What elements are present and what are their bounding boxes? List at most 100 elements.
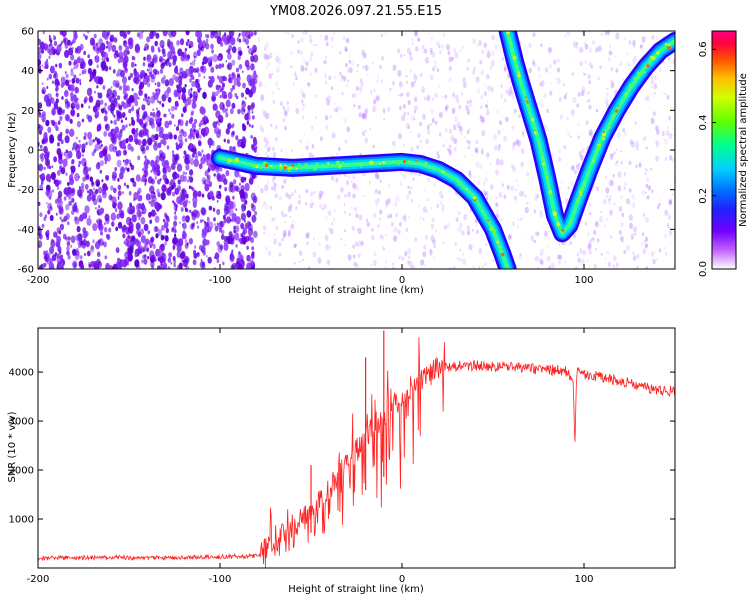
noise-speckle bbox=[104, 102, 107, 107]
noise-speckle bbox=[128, 123, 131, 127]
faint-speckle bbox=[475, 76, 480, 83]
faint-speckle bbox=[324, 215, 328, 220]
faint-speckle bbox=[497, 143, 501, 149]
main-trace-hotspot bbox=[397, 163, 400, 166]
faint-speckle bbox=[623, 172, 626, 177]
faint-speckle bbox=[513, 195, 517, 201]
noise-speckle bbox=[224, 94, 228, 99]
noise-speckle bbox=[71, 147, 74, 151]
noise-speckle bbox=[153, 56, 158, 64]
main-trace-hotspot bbox=[304, 163, 309, 167]
faint-speckle bbox=[413, 110, 417, 114]
faint-speckle bbox=[419, 121, 422, 127]
faint-speckle bbox=[585, 120, 589, 125]
faint-speckle bbox=[411, 265, 415, 269]
faint-speckle bbox=[306, 241, 309, 246]
noise-speckle bbox=[79, 217, 82, 222]
noise-speckle bbox=[197, 87, 201, 93]
faint-speckle bbox=[503, 66, 507, 72]
v-trace-hotspot bbox=[593, 157, 596, 160]
faint-speckle bbox=[622, 240, 624, 244]
faint-speckle bbox=[652, 111, 656, 117]
faint-speckle bbox=[472, 228, 474, 232]
noise-speckle bbox=[225, 128, 230, 135]
faint-speckle bbox=[646, 169, 649, 173]
faint-speckle bbox=[600, 252, 603, 256]
faint-speckle bbox=[460, 258, 462, 262]
noise-speckle bbox=[123, 33, 126, 38]
noise-speckle bbox=[144, 128, 149, 136]
faint-speckle bbox=[620, 195, 623, 199]
faint-speckle bbox=[383, 117, 386, 121]
noise-speckle bbox=[160, 139, 164, 145]
faint-speckle bbox=[457, 219, 459, 222]
faint-speckle bbox=[450, 134, 455, 142]
faint-speckle bbox=[281, 237, 284, 242]
faint-speckle bbox=[325, 124, 329, 130]
faint-speckle bbox=[475, 148, 479, 154]
faint-speckle bbox=[275, 260, 277, 263]
noise-speckle bbox=[189, 62, 192, 66]
noise-speckle bbox=[155, 69, 158, 73]
faint-speckle bbox=[264, 184, 269, 191]
faint-speckle bbox=[519, 252, 522, 257]
noise-speckle bbox=[122, 40, 128, 47]
noise-speckle bbox=[176, 84, 180, 89]
noise-speckle bbox=[122, 76, 127, 85]
faint-speckle bbox=[339, 107, 342, 111]
noise-speckle bbox=[157, 142, 162, 149]
faint-speckle bbox=[339, 173, 342, 178]
faint-speckle bbox=[420, 72, 423, 78]
faint-speckle bbox=[410, 199, 414, 203]
main-trace-hotspot bbox=[424, 161, 428, 165]
noise-speckle bbox=[131, 107, 134, 112]
faint-speckle bbox=[289, 203, 293, 209]
faint-speckle bbox=[355, 241, 359, 247]
faint-speckle bbox=[575, 266, 578, 269]
noise-speckle bbox=[72, 94, 77, 101]
faint-speckle bbox=[476, 229, 479, 234]
faint-speckle bbox=[644, 243, 649, 249]
noise-speckle bbox=[42, 262, 46, 268]
noise-speckle bbox=[43, 43, 49, 51]
faint-speckle bbox=[352, 244, 355, 249]
noise-speckle bbox=[230, 37, 236, 46]
noise-speckle bbox=[141, 31, 144, 34]
noise-speckle bbox=[216, 120, 219, 125]
faint-speckle bbox=[613, 151, 616, 156]
faint-speckle bbox=[264, 114, 268, 119]
faint-speckle bbox=[588, 61, 592, 67]
faint-speckle bbox=[459, 49, 462, 53]
faint-speckle bbox=[403, 214, 407, 220]
faint-speckle bbox=[484, 176, 488, 182]
noise-speckle bbox=[200, 66, 204, 70]
v-trace-hotspot bbox=[642, 70, 646, 74]
noise-speckle bbox=[49, 136, 55, 144]
noise-speckle bbox=[59, 43, 61, 47]
v-trace-hotspot bbox=[637, 71, 642, 76]
faint-speckle bbox=[419, 216, 422, 220]
faint-speckle bbox=[566, 116, 570, 122]
noise-speckle bbox=[230, 72, 236, 80]
noise-speckle bbox=[200, 258, 203, 262]
faint-speckle bbox=[409, 69, 412, 73]
faint-speckle bbox=[348, 66, 353, 74]
faint-speckle bbox=[622, 77, 624, 81]
noise-speckle bbox=[127, 76, 131, 81]
v-trace-hotspot bbox=[592, 160, 595, 163]
faint-speckle bbox=[291, 192, 294, 197]
noise-speckle bbox=[204, 222, 210, 230]
faint-speckle bbox=[466, 100, 470, 104]
faint-speckle bbox=[314, 94, 317, 98]
faint-speckle bbox=[372, 105, 377, 113]
noise-speckle bbox=[127, 37, 133, 46]
faint-speckle bbox=[399, 222, 402, 227]
faint-speckle bbox=[587, 243, 592, 250]
faint-speckle bbox=[489, 65, 493, 70]
noise-speckle bbox=[132, 181, 137, 188]
noise-speckle bbox=[125, 86, 128, 91]
noise-speckle bbox=[235, 216, 241, 225]
faint-speckle bbox=[307, 266, 311, 269]
snr-y-label: SNR (10 * v/v) bbox=[7, 411, 18, 482]
noise-speckle bbox=[96, 64, 99, 69]
